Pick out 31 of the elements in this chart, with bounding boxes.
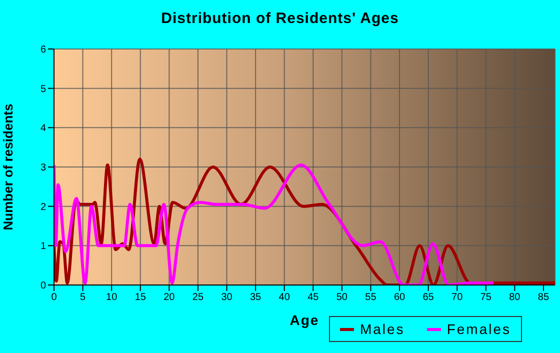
x-tick-label: 10 xyxy=(106,292,118,304)
x-tick-label: 25 xyxy=(192,292,204,304)
y-tick-label: 6 xyxy=(40,44,46,56)
y-tick-label: 0 xyxy=(40,280,46,292)
chart-title: Distribution of Residents' Ages xyxy=(160,10,400,27)
x-tick-label: 45 xyxy=(308,292,320,304)
y-tick-label: 1 xyxy=(40,241,46,252)
x-tick-label: 80 xyxy=(509,292,521,304)
x-tick-label: 85 xyxy=(538,292,550,304)
y-tick-label: 2 xyxy=(40,202,46,213)
x-tick-label: 20 xyxy=(164,292,176,304)
x-tick-label: 35 xyxy=(250,292,262,304)
y-tick-label: 3 xyxy=(40,162,46,174)
y-tick-label: 4 xyxy=(40,123,46,134)
y-axis-title: Number of residents xyxy=(0,104,16,230)
x-tick-label: 5 xyxy=(80,292,86,304)
x-tick-label: 75 xyxy=(480,292,492,304)
x-tick-label: 0 xyxy=(51,292,58,304)
legend-label: Males xyxy=(358,321,405,337)
x-axis-title: Age xyxy=(290,312,320,328)
x-tick-label: 40 xyxy=(278,292,290,304)
x-tick-label: 60 xyxy=(394,292,406,304)
x-tick-label: 15 xyxy=(134,292,146,304)
x-tick-label: 65 xyxy=(422,292,434,304)
legend-label: Females xyxy=(446,321,511,337)
x-tick-label: 70 xyxy=(452,292,464,304)
y-tick-label: 5 xyxy=(40,84,46,95)
x-tick-label: 50 xyxy=(336,292,348,304)
line-series xyxy=(54,164,495,285)
x-tick-label: 55 xyxy=(365,292,377,304)
x-tick-label: 30 xyxy=(221,292,233,304)
